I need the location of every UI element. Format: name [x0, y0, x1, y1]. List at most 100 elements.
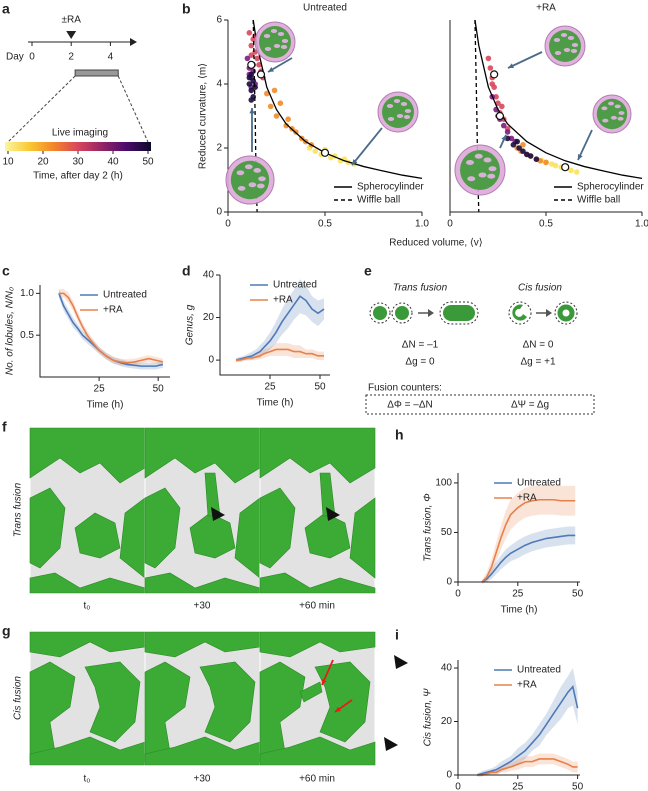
- tissue: [259, 487, 296, 569]
- counters-title: Fusion counters:: [368, 383, 442, 394]
- legend-label: +RA: [517, 680, 537, 691]
- organoid-lumen: [601, 106, 608, 111]
- organoid-lumen: [474, 153, 483, 159]
- highlight-point: [320, 148, 330, 157]
- x-tick-label: 0.5: [318, 219, 332, 230]
- frame-label: +30: [194, 601, 211, 612]
- point: [267, 103, 274, 110]
- y-tick-label: 20: [441, 716, 453, 727]
- line: [481, 498, 576, 583]
- point: [533, 156, 540, 162]
- timeline-label: Day: [6, 52, 24, 63]
- x-axis-label: Time (h): [501, 605, 538, 616]
- x-tick-label: 1.0: [635, 219, 648, 230]
- colorbar-tick-label: 50: [142, 157, 154, 168]
- point: [573, 169, 580, 175]
- y-tick-label: 0: [446, 577, 452, 588]
- x-axis-label: Reduced volume, ⟨v⟩: [389, 238, 483, 249]
- organoid-lumen: [487, 173, 496, 179]
- point: [246, 74, 253, 81]
- tissue: [199, 661, 256, 743]
- panel-label: d: [182, 263, 191, 279]
- point: [520, 148, 526, 154]
- y-tick-label: 2: [216, 143, 222, 154]
- tissue: [84, 661, 141, 743]
- y-axis-label: Trans fusion, Φ: [423, 493, 434, 561]
- point: [516, 145, 522, 151]
- point: [248, 97, 255, 103]
- counters-box: [365, 394, 595, 415]
- organoid-lumen: [618, 111, 625, 115]
- arrow-head: [335, 706, 341, 712]
- tissue: [259, 736, 376, 766]
- point: [552, 162, 559, 169]
- panel-label: h: [395, 427, 404, 443]
- cis-diagram: [508, 301, 578, 325]
- arrow-head: [268, 67, 274, 72]
- point: [248, 87, 255, 94]
- organoid-lumen: [617, 116, 624, 121]
- organoid-lumen: [466, 160, 474, 165]
- legend-label: Untreated: [273, 280, 317, 291]
- organoid-lumen: [478, 172, 487, 178]
- organoid-lumen: [253, 168, 262, 173]
- point: [520, 142, 526, 148]
- error-band: [236, 279, 324, 363]
- tissue: [74, 512, 121, 559]
- x-tick-label: 0.5: [539, 219, 553, 230]
- y-tick-label: 0: [208, 355, 214, 366]
- point: [256, 62, 262, 68]
- point: [248, 52, 255, 58]
- chart-title: +RA: [536, 3, 556, 14]
- tissue: [259, 427, 376, 484]
- chart: Cis fusion, Ψ 0 25 50 0 20 40 Untreated +RA: [423, 660, 584, 791]
- organoid-lumen: [281, 39, 289, 43]
- x-tick-label: 50: [153, 384, 165, 395]
- axes: [457, 473, 580, 583]
- tissue: [314, 661, 371, 743]
- organoid-lumen: [400, 102, 408, 106]
- organoid-lumen: [387, 117, 395, 121]
- colorbar-tick-label: 10: [2, 157, 14, 168]
- organoid-lumen: [567, 36, 575, 40]
- point: [264, 90, 270, 97]
- arrowhead-marker: [211, 507, 225, 521]
- x-tick-label: 25: [264, 382, 276, 393]
- tissue: [349, 497, 376, 579]
- cis-dn: ΔN = 0: [523, 340, 554, 351]
- legend-label: Wiffle ball: [357, 195, 400, 206]
- error-band: [481, 484, 576, 584]
- x-tick-label: 0: [447, 219, 453, 230]
- axes: [227, 20, 422, 213]
- arrow: [577, 129, 593, 161]
- legend-label: Untreated: [517, 665, 561, 676]
- organoid-lumen: [602, 118, 609, 123]
- panel-label: f: [2, 419, 7, 435]
- point: [510, 142, 517, 148]
- organoid-lumen: [236, 170, 245, 176]
- legend-label: Untreated: [517, 478, 561, 489]
- y-axis-label: Cis fusion, Ψ: [423, 688, 434, 746]
- point: [248, 42, 255, 49]
- point: [246, 30, 253, 36]
- chart-title: Untreated: [303, 3, 347, 14]
- arrow-head: [508, 63, 514, 69]
- y-axis-label: Genus, g: [185, 304, 196, 345]
- arrow-head: [352, 159, 358, 165]
- organoid-image: [544, 25, 586, 67]
- organoid-lumen: [563, 48, 571, 52]
- highlight-point: [561, 163, 570, 172]
- organoid-lumen: [553, 38, 561, 42]
- organoid-image: [225, 155, 275, 205]
- x-tick-label: 25: [512, 589, 524, 600]
- x-tick-label: 25: [512, 782, 524, 791]
- imaging-label: Live imaging: [52, 128, 108, 139]
- chart: Time (h) Genus, g 25 50 0 20 40 Untreated +RA: [185, 270, 330, 409]
- treatment-marker: [66, 31, 77, 39]
- error-band: [236, 343, 324, 363]
- highlight-point: [247, 60, 256, 69]
- frame-label: +30: [194, 774, 211, 785]
- psi-counter: ΔΨ = Δg: [511, 400, 549, 411]
- x-tick-label: 50: [572, 782, 584, 791]
- y-tick-label: 0: [216, 207, 222, 218]
